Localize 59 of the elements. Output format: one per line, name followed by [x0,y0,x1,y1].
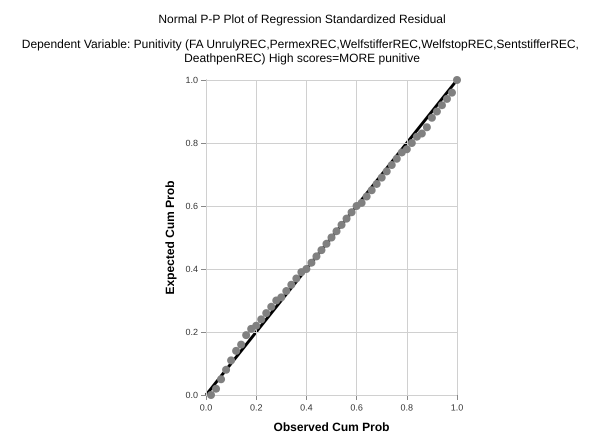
chart-title: Normal P-P Plot of Regression Standardized Residual [158,12,446,26]
y-tick-label: 0.8 [185,138,198,148]
y-axis-title: Expected Cum Prob [163,180,177,295]
x-tick-label: 0.4 [300,402,313,412]
point [448,88,456,97]
point [402,145,411,154]
point [408,139,416,147]
point [342,214,351,223]
point [232,346,240,355]
x-tick-label: 0.6 [350,402,363,412]
point [372,180,381,188]
point [332,227,341,236]
point [432,108,441,116]
point [382,167,391,176]
x-tick-label: 0.0 [200,402,212,412]
point [362,192,371,201]
x-tick-label: 1.0 [450,402,464,412]
point [358,198,366,207]
point [378,174,386,182]
point [302,265,310,273]
point [442,94,451,103]
y-tick-label: 0.0 [185,390,198,400]
point [317,246,326,254]
point [252,322,260,330]
point [422,123,431,132]
point [277,293,286,302]
point [438,101,446,110]
y-tick-label: 0.4 [185,264,198,274]
point [348,208,356,216]
point [328,234,336,242]
point [312,252,320,260]
point [237,340,246,349]
point [307,258,316,267]
point [287,280,296,289]
point [257,315,266,324]
point [282,287,290,296]
point [242,331,250,340]
point [453,76,461,84]
point [267,302,276,311]
chart-subtitle: Dependent Variable: Punitivity (FA UnrulyREC,PermexREC,WelfstifferREC,WelfstopREC,SentstifferREC, DeathpenREC) High scores=MORE punitive [22,37,582,65]
point [428,114,436,122]
y-tick-label: 1.0 [185,75,198,85]
point [227,356,236,364]
point [262,309,270,318]
x-axis-title: Observed Cum Prob [273,420,390,434]
point [217,375,226,384]
point [292,274,300,282]
point [418,130,426,138]
point [338,220,346,229]
point [212,384,220,393]
point [388,161,396,170]
point [368,186,376,194]
point [392,154,401,163]
y-tick-label: 0.2 [185,327,198,337]
point [222,366,230,374]
y-tick-label: 0.6 [185,201,198,211]
x-tick-label: 0.2 [250,402,262,412]
x-tick-label: 0.8 [400,402,414,412]
point [322,240,330,248]
